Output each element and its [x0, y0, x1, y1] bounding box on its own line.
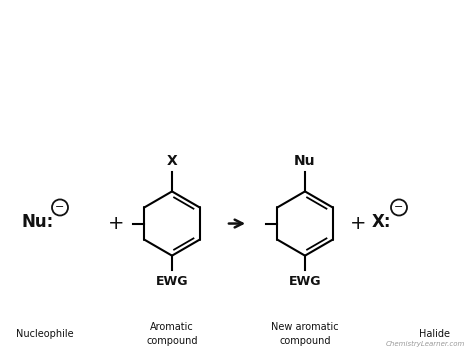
Text: Substitution: Substitution: [155, 75, 319, 99]
Text: −: −: [55, 202, 64, 213]
Text: New aromatic
compound: New aromatic compound: [271, 322, 339, 346]
Text: EWG: EWG: [289, 275, 321, 288]
Text: Nu:: Nu:: [22, 213, 54, 231]
Text: X: X: [167, 154, 177, 168]
Text: +: +: [108, 214, 124, 233]
Text: Halide: Halide: [419, 329, 450, 339]
Text: Aromatic
compound: Aromatic compound: [146, 322, 198, 346]
Text: X:: X:: [372, 213, 392, 231]
Text: +: +: [350, 214, 366, 233]
Text: ChemistryLearner.com: ChemistryLearner.com: [386, 341, 465, 347]
Text: Nucleophile: Nucleophile: [16, 329, 74, 339]
Text: −: −: [394, 202, 404, 213]
Text: Nu: Nu: [294, 154, 316, 168]
Text: Nucleophilic Aromatic: Nucleophilic Aromatic: [91, 26, 383, 50]
Text: EWG: EWG: [156, 275, 188, 288]
